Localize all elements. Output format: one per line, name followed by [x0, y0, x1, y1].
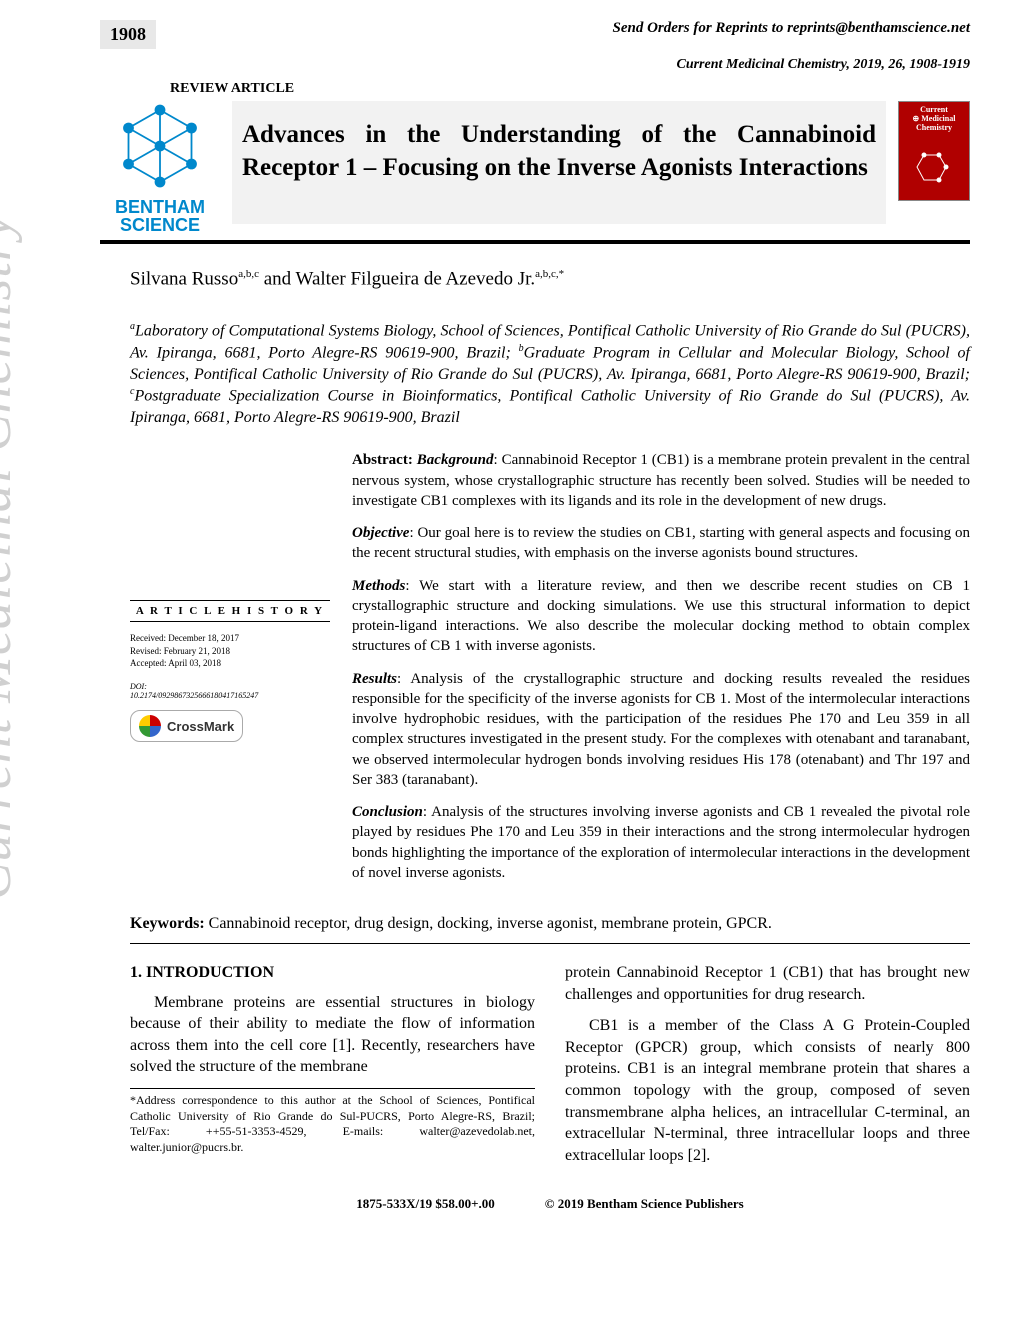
footer: 1875-533X/19 $58.00+.00 © 2019 Bentham S… [130, 1196, 970, 1212]
abs-bg-label: Background [417, 452, 494, 468]
body-columns: 1. INTRODUCTION Membrane proteins are es… [130, 962, 970, 1176]
header-row: 1908 Send Orders for Reprints to reprint… [100, 20, 970, 49]
article-title: Advances in the Understanding of the Can… [242, 119, 876, 184]
right-column: protein Cannabinoid Receptor 1 (CB1) tha… [565, 962, 970, 1176]
abs-obj-text: : Our goal here is to review the studies… [352, 525, 970, 561]
crossmark-badge[interactable]: CrossMark [130, 710, 243, 742]
abs-meth-label: Methods [352, 578, 405, 594]
article-type: REVIEW ARTICLE [170, 81, 970, 97]
keywords-label: Keywords: [130, 915, 205, 932]
abs-obj-label: Objective [352, 525, 409, 541]
accepted-date: Accepted: April 03, 2018 [130, 657, 330, 670]
copyright: © 2019 Bentham Science Publishers [545, 1196, 744, 1212]
journal-citation: Current Medicinal Chemistry, 2019, 26, 1… [100, 57, 970, 73]
correspondence-note: *Address correspondence to this author a… [130, 1088, 535, 1155]
abs-res-text: : Analysis of the crystallographic struc… [352, 671, 970, 788]
section-heading: 1. INTRODUCTION [130, 962, 535, 984]
intro-p2: CB1 is a member of the Class A G Protein… [565, 1015, 970, 1166]
authors: Silvana Russoa,b,c and Walter Filgueira … [130, 268, 970, 290]
keywords-text: Cannabinoid receptor, drug design, docki… [205, 915, 772, 932]
abstract-text: Abstract: Background: Cannabinoid Recept… [352, 450, 970, 895]
abstract-heading: Abstract: [352, 452, 413, 468]
left-column: 1. INTRODUCTION Membrane proteins are es… [130, 962, 535, 1176]
reprints-line: Send Orders for Reprints to reprints@ben… [612, 20, 970, 37]
history-heading: A R T I C L E H I S T O R Y [130, 600, 330, 622]
article-history-col: A R T I C L E H I S T O R Y Received: De… [130, 450, 330, 895]
crossmark-icon [139, 715, 161, 737]
abs-conc-label: Conclusion [352, 804, 423, 820]
page-number: 1908 [100, 20, 156, 49]
cover-line3: Chemistry [916, 123, 952, 132]
cover-line2: Medicinal [921, 114, 955, 123]
crossmark-label: CrossMark [167, 719, 234, 734]
abstract-block: A R T I C L E H I S T O R Y Received: De… [130, 450, 970, 895]
bentham-line2: SCIENCE [100, 216, 220, 234]
cover-line1: Current [920, 105, 948, 114]
doi-block: DOI: 10.2174/0929867325666180417165247 [130, 682, 330, 700]
bentham-line1: BENTHAM [100, 198, 220, 216]
title-main: Advances in the Understanding of the Can… [232, 101, 886, 224]
watermark-text: Current Medicinal Chemistry [0, 212, 24, 900]
abs-conc-text: : Analysis of the structures involving i… [352, 804, 970, 881]
journal-cover-thumb: Current ⊕ Medicinal Chemistry [898, 101, 970, 201]
keywords: Keywords: Cannabinoid receptor, drug des… [130, 915, 970, 944]
revised-date: Revised: February 21, 2018 [130, 645, 330, 658]
received-date: Received: December 18, 2017 [130, 632, 330, 645]
title-block: BENTHAM SCIENCE Advances in the Understa… [100, 101, 970, 244]
doi-value: 10.2174/0929867325666180417165247 [130, 691, 330, 700]
publisher-logo: BENTHAM SCIENCE [100, 101, 220, 234]
doi-label: DOI: [130, 682, 330, 691]
issn-price: 1875-533X/19 $58.00+.00 [356, 1196, 495, 1212]
affiliations: aLaboratory of Computational Systems Bio… [130, 320, 970, 428]
abs-meth-text: : We start with a literature review, and… [352, 578, 970, 655]
molecule-icon [115, 101, 205, 191]
bentham-label: BENTHAM SCIENCE [100, 198, 220, 234]
history-dates: Received: December 18, 2017 Revised: Feb… [130, 632, 330, 670]
intro-p1-cont: protein Cannabinoid Receptor 1 (CB1) tha… [565, 962, 970, 1005]
page: Current Medicinal Chemistry 1908 Send Or… [0, 0, 1020, 1242]
intro-p1: Membrane proteins are essential structur… [130, 992, 535, 1078]
abs-res-label: Results [352, 671, 397, 687]
